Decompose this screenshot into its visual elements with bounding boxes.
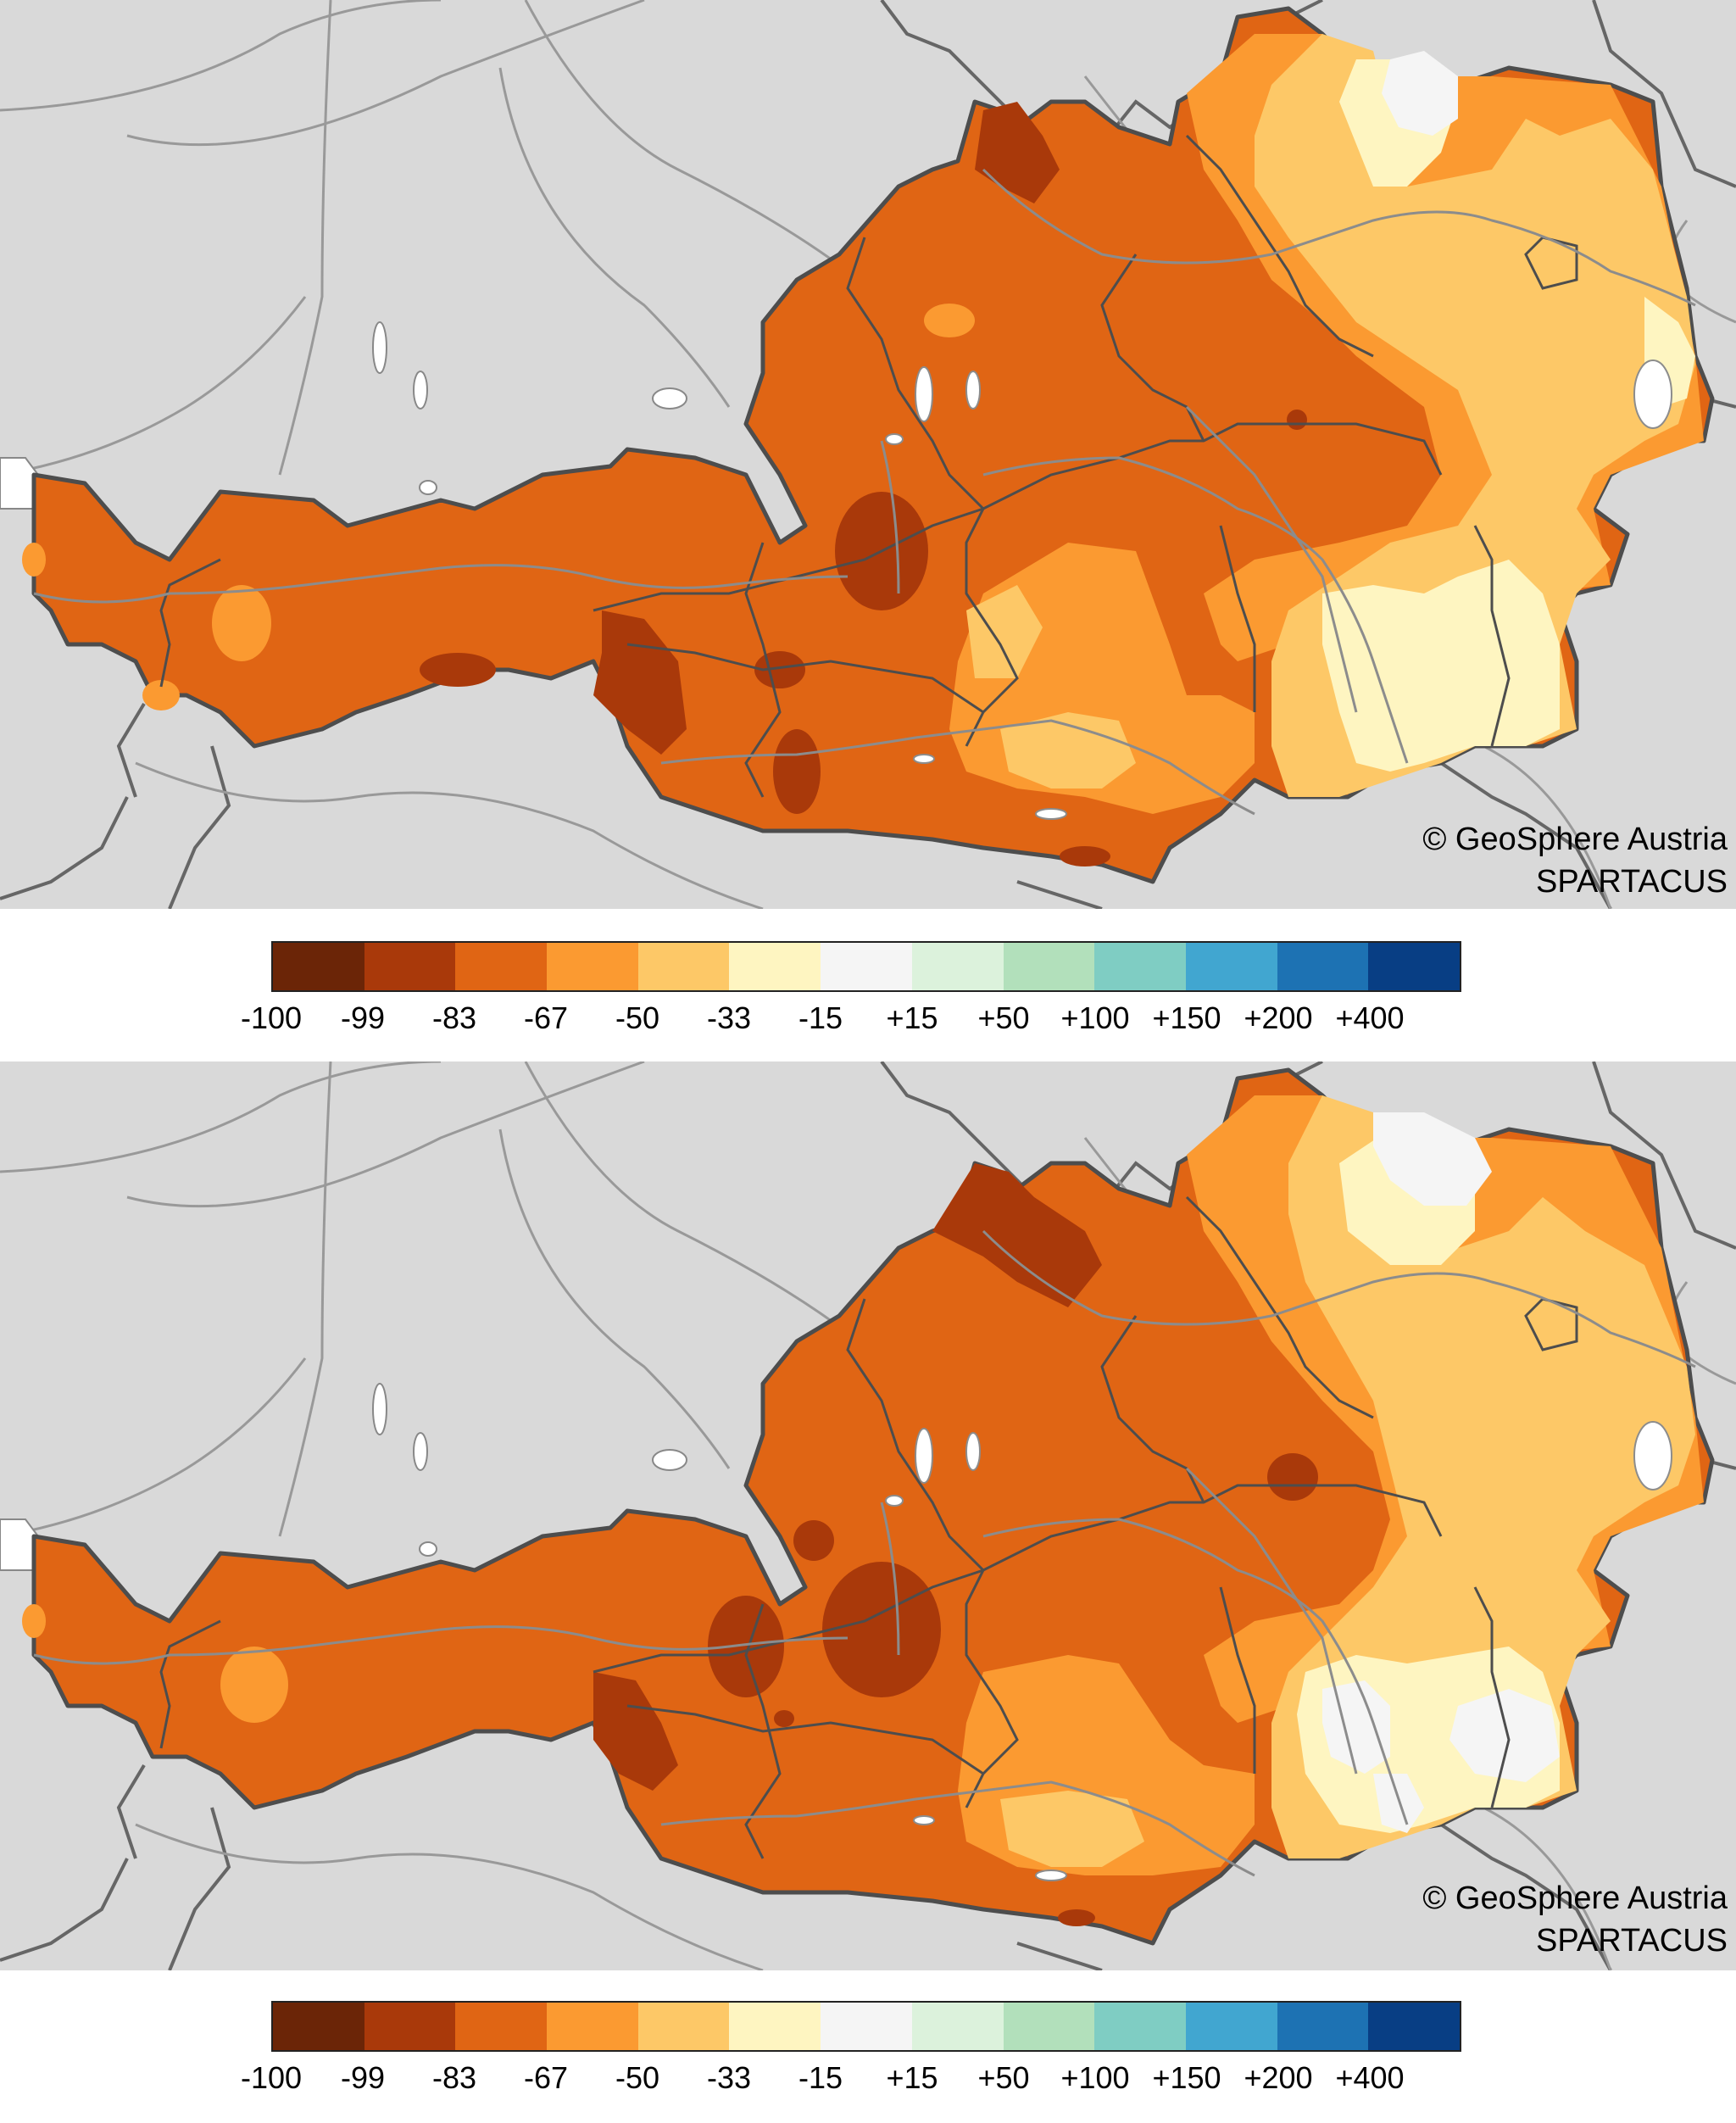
legend-swatch — [1094, 2003, 1186, 2050]
legend-tick-label: +50 — [977, 2060, 1030, 2095]
state-borders — [159, 1195, 1578, 1859]
legend-swatch — [1003, 943, 1095, 990]
legend-swatch — [364, 943, 456, 990]
credit-copyright: © GeoSphere Austria — [1422, 822, 1728, 857]
legend-tick-label: -83 — [431, 2060, 477, 2095]
legend-tick-labels: -100 -99 -83 -67 -50 -33 -15 +15 +50 +10… — [241, 2060, 1461, 2103]
legend-tick-label: -99 — [340, 1000, 386, 1035]
legend-tick-label: -67 — [523, 2060, 569, 2095]
legend-tick-label: -50 — [615, 2060, 660, 2095]
map-panel-1: © GeoSphere Austria SPARTACUS -100 -99 -… — [0, 0, 1736, 1051]
legend-swatch — [911, 943, 1004, 990]
legend-swatch — [637, 2003, 730, 2050]
legend-tick-label: -33 — [706, 1000, 752, 1035]
austria-lakes — [885, 359, 1672, 820]
legend-tick-label: +400 — [1335, 2060, 1405, 2095]
legend-swatch — [1003, 2003, 1095, 2050]
legend-tick-label: -83 — [431, 1000, 477, 1035]
legend-swatch — [1094, 943, 1186, 990]
anomaly-dark-patches — [593, 1163, 1318, 1926]
credit-dataset: SPARTACUS — [1536, 864, 1728, 900]
color-legend-2: -100 -99 -83 -67 -50 -33 -15 +15 +50 +10… — [241, 2001, 1461, 2103]
legend-tick-label: -99 — [340, 2060, 386, 2095]
legend-swatch — [1185, 943, 1277, 990]
credit-copyright: © GeoSphere Austria — [1422, 1881, 1728, 1916]
legend-tick-label: +400 — [1335, 1000, 1405, 1035]
legend-swatch — [729, 943, 821, 990]
color-legend-1: -100 -99 -83 -67 -50 -33 -15 +15 +50 +10… — [241, 941, 1461, 1043]
legend-tick-label: +15 — [886, 1000, 938, 1035]
state-borders — [159, 134, 1578, 798]
legend-swatch — [364, 2003, 456, 2050]
legend-swatch — [1277, 2003, 1369, 2050]
legend-tick-label: +150 — [1152, 2060, 1221, 2095]
legend-swatch — [729, 2003, 821, 2050]
anomaly-near-zero-patches — [1382, 51, 1458, 136]
legend-swatch — [455, 943, 548, 990]
legend-tick-label: -15 — [798, 2060, 843, 2095]
legend-swatch — [821, 2003, 912, 2050]
legend-tick-label: +200 — [1244, 2060, 1313, 2095]
legend-tick-labels: -100 -99 -83 -67 -50 -33 -15 +15 +50 +10… — [241, 1000, 1461, 1043]
legend-swatch — [1277, 943, 1369, 990]
legend-tick-label: -100 — [240, 1000, 303, 1035]
austria-rivers — [33, 1229, 1696, 1877]
legend-swatch — [1368, 943, 1460, 990]
legend-swatch — [547, 2003, 638, 2050]
legend-swatch — [1185, 2003, 1277, 2050]
map-credit-1: © GeoSphere Austria SPARTACUS — [1422, 818, 1728, 903]
legend-tick-label: -67 — [523, 1000, 569, 1035]
legend-tick-label: +15 — [886, 2060, 938, 2095]
legend-tick-label: -100 — [240, 2060, 303, 2095]
legend-tick-label: -33 — [706, 2060, 752, 2095]
legend-swatch — [455, 2003, 548, 2050]
precipitation-anomaly-map-1: © GeoSphere Austria SPARTACUS — [0, 0, 1736, 909]
precipitation-anomaly-map-2: © GeoSphere Austria SPARTACUS — [0, 1062, 1736, 1970]
legend-tick-label: +150 — [1152, 1000, 1221, 1035]
legend-tick-label: -50 — [615, 1000, 660, 1035]
map-panel-2: © GeoSphere Austria SPARTACUS -100 -99 -… — [0, 1062, 1736, 2123]
legend-color-bar — [271, 2001, 1461, 2052]
austria-lakes — [885, 1421, 1672, 1881]
legend-swatch — [637, 943, 730, 990]
anomaly-near-zero-patches — [1322, 1112, 1560, 1833]
legend-swatch — [821, 943, 912, 990]
legend-swatch — [911, 2003, 1004, 2050]
legend-swatch — [273, 2003, 364, 2050]
legend-swatch — [273, 943, 364, 990]
legend-tick-label: +100 — [1060, 2060, 1130, 2095]
neighbor-lakes — [0, 321, 687, 510]
austria-rivers — [33, 168, 1696, 816]
legend-color-bar — [271, 941, 1461, 992]
map-credit-2: © GeoSphere Austria SPARTACUS — [1422, 1877, 1728, 1962]
legend-swatch — [547, 943, 638, 990]
legend-tick-label: +50 — [977, 1000, 1030, 1035]
legend-swatch — [1368, 2003, 1460, 2050]
legend-tick-label: +200 — [1244, 1000, 1313, 1035]
legend-tick-label: +100 — [1060, 1000, 1130, 1035]
credit-dataset: SPARTACUS — [1536, 1923, 1728, 1959]
legend-tick-label: -15 — [798, 1000, 843, 1035]
